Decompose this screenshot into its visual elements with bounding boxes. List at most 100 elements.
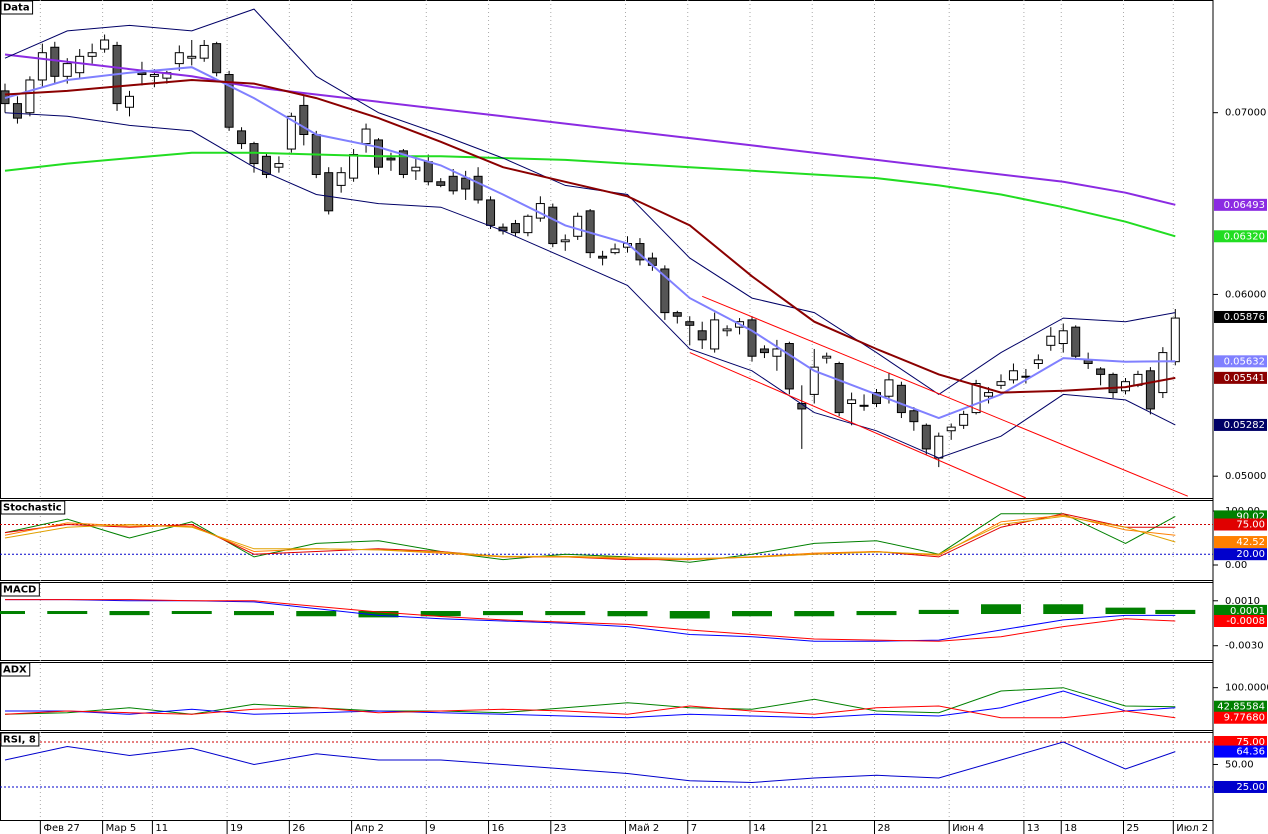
candle-body (747, 319, 757, 357)
candle-body (934, 435, 944, 459)
x-tick-label: 14 (753, 823, 766, 834)
value-marker (1214, 418, 1267, 431)
candle-body (473, 175, 483, 201)
candle-body (598, 255, 608, 259)
x-tick-label: Мар 5 (106, 823, 137, 834)
candle-body (1145, 370, 1155, 410)
histogram-bar (1105, 607, 1146, 615)
value-marker (1214, 371, 1267, 384)
indicator-line (689, 352, 1027, 499)
candle-body (834, 363, 844, 414)
x-tick-label: 16 (492, 823, 505, 834)
candle-body (374, 139, 383, 168)
value-marker-label: 42.52 (1236, 537, 1265, 548)
x-tick-label: 13 (1027, 823, 1040, 834)
candle-body (62, 63, 72, 77)
candle-body (174, 52, 184, 65)
value-marker-label: 75.00 (1236, 737, 1265, 748)
panel-title: RSI, 8 (3, 735, 36, 746)
candle-body (859, 404, 869, 407)
value-marker (1214, 735, 1267, 748)
y-tick-label: 0.0010 (1225, 596, 1260, 607)
y-tick-label: 0.06000 (1225, 289, 1266, 300)
candle-body (809, 366, 819, 395)
indicator-line (4, 151, 1176, 238)
histogram-bar (1043, 604, 1084, 615)
histogram-bar (0, 611, 25, 615)
value-marker-label: 0.06493 (1224, 200, 1265, 211)
candle-body (548, 206, 558, 245)
candle-body (797, 402, 807, 410)
candle-body (996, 381, 1006, 386)
candle-body (573, 215, 583, 237)
value-marker (1214, 355, 1267, 368)
panel-title-box (0, 582, 40, 597)
candle-body (25, 79, 35, 114)
panel-title-box (0, 662, 31, 677)
candle-body (660, 268, 670, 314)
value-marker (1214, 198, 1267, 211)
value-marker-label: 25.00 (1236, 782, 1265, 793)
histogram-bar (171, 611, 212, 615)
x-tick-label: Июл 2 (1176, 823, 1208, 834)
x-tick-label: 9 (429, 823, 435, 834)
value-marker (1214, 604, 1267, 617)
value-marker-label: -0.0008 (1226, 616, 1265, 627)
histogram-bar (732, 611, 772, 617)
histogram-bar (296, 611, 337, 617)
candle-body (959, 413, 969, 426)
value-marker-label: 42.85584 (1217, 702, 1265, 713)
candle-body (1058, 330, 1068, 345)
x-tick-label: 25 (1127, 823, 1140, 834)
candle-body (286, 115, 296, 150)
candle-body (336, 172, 346, 186)
x-tick-label: 7 (691, 823, 697, 834)
indicator-line (4, 515, 1176, 560)
candle-body (12, 103, 22, 119)
candle-body (672, 312, 682, 317)
candle-body (921, 424, 931, 450)
candle-body (610, 248, 620, 254)
candle-body (436, 181, 446, 186)
candle-body (411, 166, 421, 172)
candle-body (784, 343, 794, 390)
candle-body (50, 46, 60, 77)
candle-body (984, 392, 994, 397)
candle-body (1096, 368, 1106, 375)
candle-body (261, 155, 271, 175)
panel-title: MACD (3, 585, 36, 596)
panel-title: ADX (3, 665, 27, 676)
candle-body (1170, 317, 1180, 363)
value-marker (1214, 700, 1267, 713)
candle-body (100, 39, 110, 50)
value-marker-label: 0.0001 (1230, 606, 1265, 617)
indicator-line (4, 687, 1176, 715)
x-tick-label: 23 (554, 823, 567, 834)
candle-body (523, 215, 533, 234)
panel-title: Stochastic (3, 503, 62, 514)
indicator-line (4, 66, 1176, 420)
x-tick-label: Апр 2 (355, 823, 384, 834)
candle-body (349, 153, 359, 179)
candle-body (324, 172, 334, 212)
y-tick-label: 0.00 (1225, 560, 1247, 571)
candle-body (461, 177, 471, 190)
indicator-line (4, 112, 1176, 459)
panel-title-box (0, 0, 34, 15)
histogram-bar (1155, 609, 1196, 615)
value-marker (1214, 230, 1267, 243)
candle-body (1108, 373, 1118, 394)
y-tick-label: 100.00000 (1225, 683, 1268, 694)
histogram-bar (545, 611, 586, 616)
histogram-bar (483, 611, 523, 616)
value-marker (1214, 536, 1267, 549)
candle-body (722, 328, 732, 332)
value-marker-label: 0.05541 (1224, 373, 1265, 384)
histogram-bar (856, 611, 897, 616)
indicator-line (4, 78, 1176, 394)
indicator-line (4, 705, 1176, 719)
candle-body (199, 44, 209, 59)
panel-title-box (0, 732, 40, 747)
x-tick-label: 18 (1064, 823, 1077, 834)
